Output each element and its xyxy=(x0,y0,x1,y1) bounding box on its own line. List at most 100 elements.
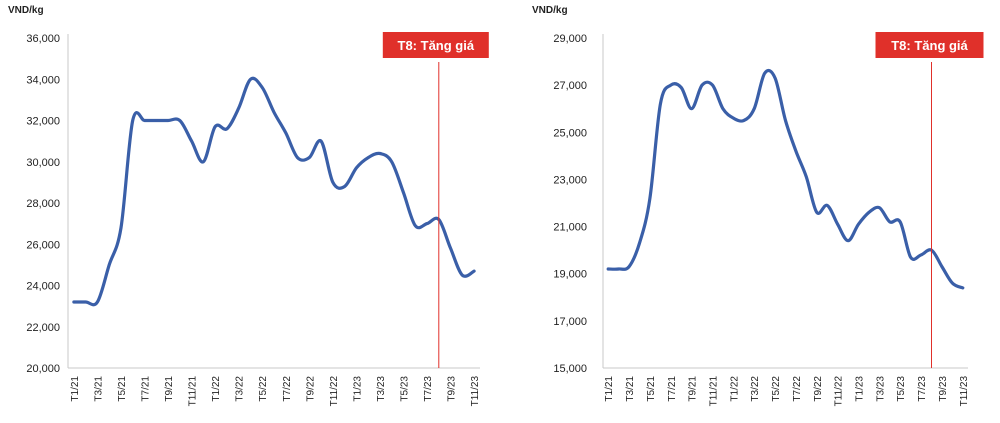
data-point xyxy=(940,265,944,268)
data-point xyxy=(84,300,87,304)
x-tick-label: T7/21 xyxy=(141,376,152,402)
x-tick-label: T1/22 xyxy=(211,376,222,402)
data-point xyxy=(319,139,323,143)
data-point xyxy=(213,125,217,128)
data-point xyxy=(899,220,902,224)
x-tick-label: T5/23 xyxy=(399,376,410,402)
y-tick-label: 17,000 xyxy=(553,316,587,328)
data-point xyxy=(805,175,808,179)
y-tick-label: 34,000 xyxy=(26,74,60,86)
data-point xyxy=(367,156,370,159)
data-point xyxy=(951,281,954,285)
x-tick-label: T1/23 xyxy=(855,376,866,402)
chart-left: VND/kg 20,000 22,000 24,000 26,000 28,000 30,0… xyxy=(8,5,489,407)
x-tick-label: T3/22 xyxy=(750,376,761,402)
data-point xyxy=(155,119,158,122)
data-point xyxy=(919,253,923,257)
x-tick-label: T5/22 xyxy=(258,376,269,402)
x-tick-label: T5/21 xyxy=(117,376,128,402)
x-tick-label: T1/21 xyxy=(604,376,615,402)
data-point xyxy=(617,267,620,271)
y-tick-label: 29,000 xyxy=(553,33,587,45)
data-point xyxy=(261,86,264,89)
data-point xyxy=(627,265,631,268)
data-point xyxy=(143,119,146,122)
data-point xyxy=(390,160,393,163)
y-axis-unit-label: VND/kg xyxy=(8,5,44,16)
data-point xyxy=(794,149,798,153)
data-point xyxy=(284,131,287,135)
x-tick-label: T11/23 xyxy=(470,376,481,407)
data-point xyxy=(784,119,787,122)
y-tick-label: 22,000 xyxy=(26,322,60,334)
data-point xyxy=(108,263,111,267)
data-point xyxy=(857,223,860,226)
data-point xyxy=(888,220,891,224)
data-point xyxy=(119,226,123,229)
x-tick-label: T5/21 xyxy=(646,376,657,402)
x-tick-label: T1/23 xyxy=(352,376,363,402)
data-point xyxy=(449,247,452,250)
y-tick-label: 25,000 xyxy=(553,127,587,139)
data-point xyxy=(961,286,964,290)
y-tick-label: 27,000 xyxy=(553,80,587,92)
x-tick-label: T7/23 xyxy=(423,376,434,402)
data-point xyxy=(867,211,871,214)
data-point xyxy=(669,83,672,87)
data-point xyxy=(378,152,382,155)
x-tick-label: T11/22 xyxy=(329,376,340,407)
y-tick-label: 32,000 xyxy=(26,116,60,128)
data-point xyxy=(648,197,652,200)
data-point xyxy=(700,83,704,87)
data-point xyxy=(166,119,170,122)
y-tick-label: 23,000 xyxy=(553,174,587,186)
price-series-line xyxy=(72,76,476,307)
data-point xyxy=(296,156,299,159)
data-point xyxy=(763,72,766,75)
data-point xyxy=(202,160,205,163)
data-point xyxy=(732,116,735,120)
data-point xyxy=(178,119,181,122)
data-point xyxy=(680,86,683,89)
data-point xyxy=(753,107,756,110)
x-tick-label: T7/21 xyxy=(667,376,678,402)
y-tick-label: 15,000 xyxy=(553,363,587,375)
x-tick-label: T9/21 xyxy=(164,376,175,402)
x-tick-label: T7/23 xyxy=(917,376,928,402)
x-tick-label: T9/22 xyxy=(813,376,824,402)
y-tick-label: 21,000 xyxy=(553,222,587,234)
x-tick-label: T9/21 xyxy=(688,376,699,402)
x-tick-label: T3/22 xyxy=(235,376,246,402)
x-tick-label: T11/22 xyxy=(834,376,845,407)
price-series-line xyxy=(606,68,965,290)
x-tick-label: T3/23 xyxy=(875,376,886,402)
data-point xyxy=(472,269,476,273)
data-point xyxy=(308,156,311,159)
data-point xyxy=(607,267,610,271)
data-point xyxy=(331,181,335,184)
y-tick-label: 36,000 xyxy=(26,33,60,45)
data-point xyxy=(878,206,881,209)
x-tick-label: T9/23 xyxy=(938,376,949,402)
data-point xyxy=(461,274,464,277)
chart-right: VND/kg 15,000 17,000 19,000 21,000 23,000 25,0… xyxy=(532,5,984,407)
data-point xyxy=(638,241,641,245)
data-point xyxy=(711,83,714,87)
data-point xyxy=(659,102,662,106)
y-tick-label: 28,000 xyxy=(26,198,60,210)
data-point xyxy=(846,239,850,242)
y-tick-label: 24,000 xyxy=(26,281,60,293)
data-point xyxy=(690,107,693,110)
y-tick-label: 19,000 xyxy=(553,269,587,281)
annotation-box xyxy=(875,32,984,58)
data-point xyxy=(343,185,346,188)
x-tick-label: T9/22 xyxy=(305,376,316,402)
data-point xyxy=(225,127,229,130)
data-point xyxy=(96,300,99,304)
y-tick-label: 20,000 xyxy=(26,363,60,375)
data-point xyxy=(425,222,429,225)
data-point xyxy=(355,166,358,170)
data-point xyxy=(773,76,777,80)
annotation-box xyxy=(382,32,489,58)
x-tick-label: T1/21 xyxy=(70,376,81,402)
